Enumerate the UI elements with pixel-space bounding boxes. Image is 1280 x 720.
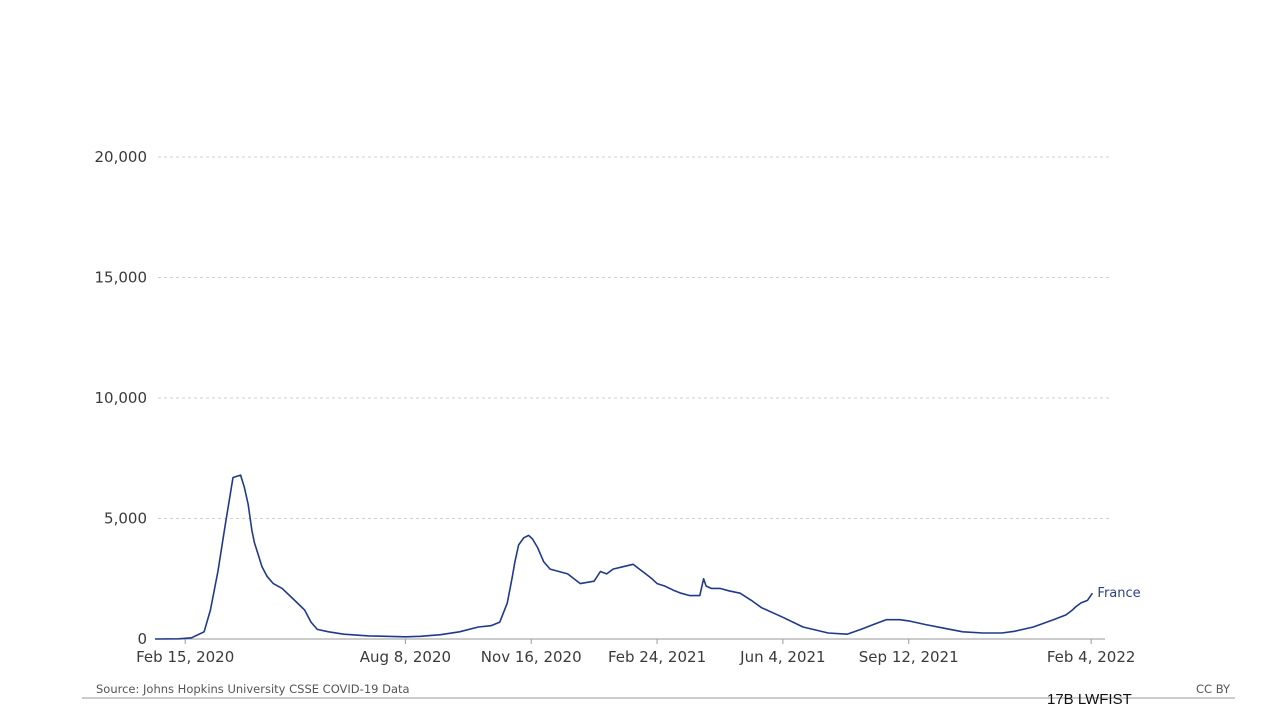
y-tick-label: 15,000 <box>95 269 148 287</box>
x-tick-label: Jun 4, 2021 <box>739 648 825 666</box>
y-tick-label: 0 <box>137 630 147 648</box>
x-tick-label: Feb 15, 2020 <box>136 648 234 666</box>
grid-lines <box>158 156 1112 519</box>
series-label: France <box>1097 586 1140 601</box>
y-axis: 0 5,000 10,000 15,000 20,000 <box>95 148 148 648</box>
y-tick-label: 5,000 <box>104 510 147 528</box>
x-tick-label: Feb 4, 2022 <box>1047 648 1136 666</box>
x-axis: Feb 15, 2020 Aug 8, 2020 Nov 16, 2020 Feb 2… <box>136 639 1135 666</box>
y-tick-label: 20,000 <box>95 148 148 166</box>
series-line-france <box>154 474 1094 640</box>
series-group: France <box>154 474 1141 640</box>
x-tick-label: Sep 12, 2021 <box>859 648 959 666</box>
license-label[interactable]: CC BY <box>1196 682 1231 696</box>
slide-code: 17B LWFIST <box>1047 691 1132 708</box>
x-tick-label: Feb 24, 2021 <box>608 648 706 666</box>
source-note: Source: Johns Hopkins University CSSE CO… <box>96 682 410 696</box>
x-tick-label: Nov 16, 2020 <box>481 648 582 666</box>
y-tick-label: 10,000 <box>95 389 148 407</box>
x-tick-label: Aug 8, 2020 <box>360 648 451 666</box>
